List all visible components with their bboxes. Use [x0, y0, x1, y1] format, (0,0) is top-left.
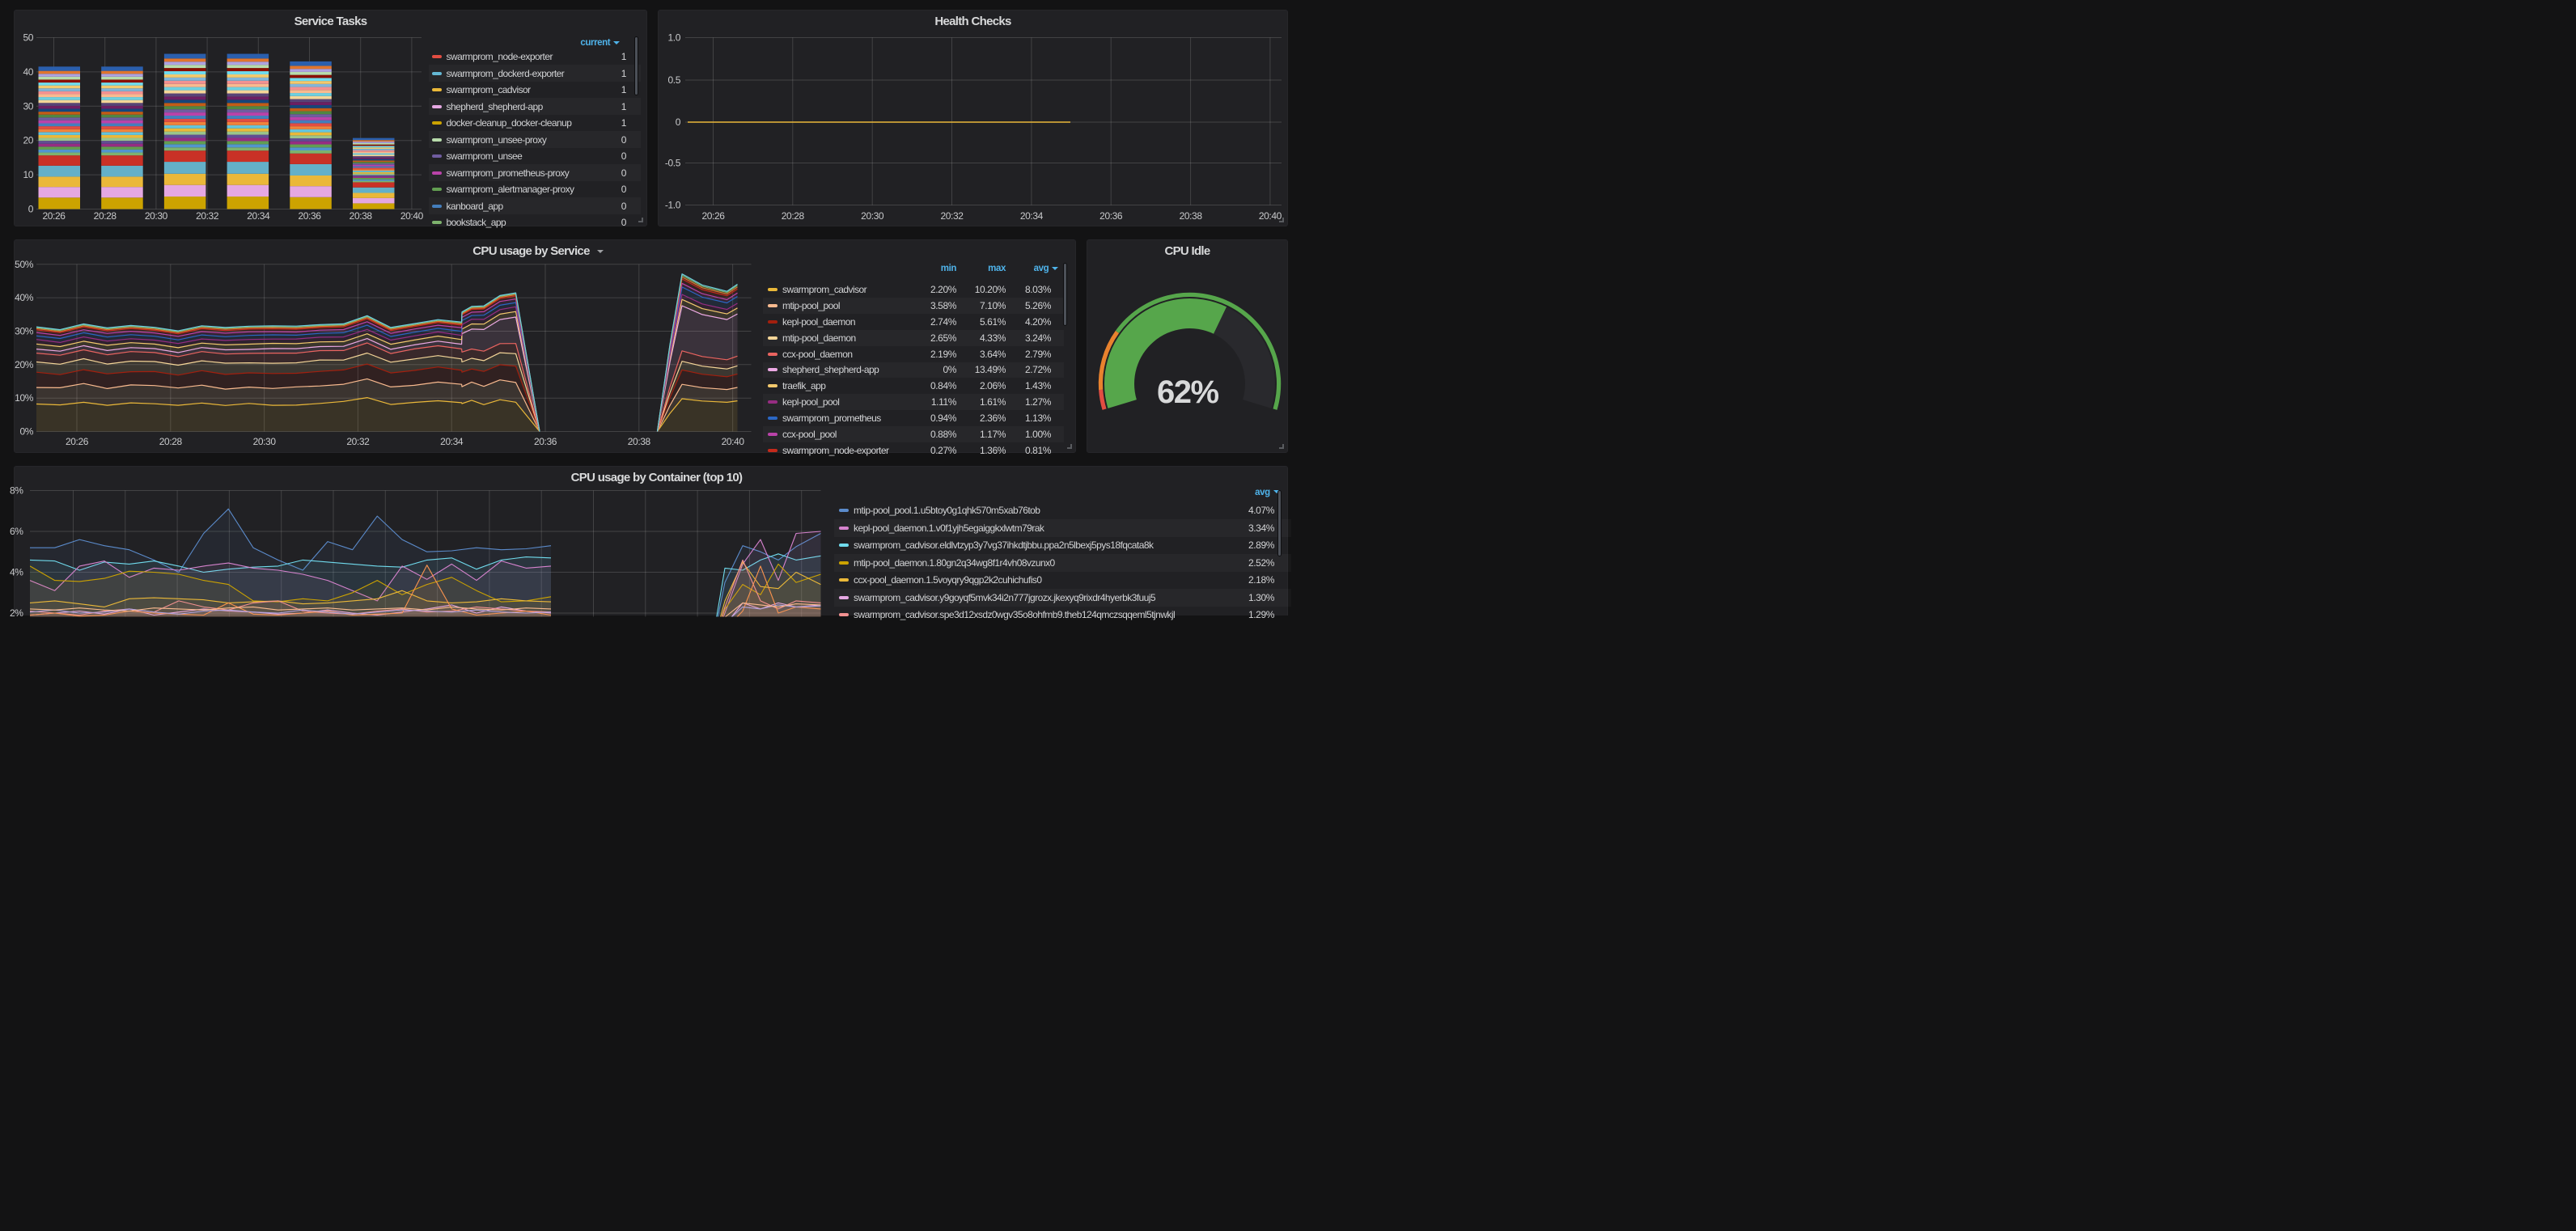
- svg-text:0%: 0%: [19, 425, 33, 437]
- svg-text:40%: 40%: [15, 292, 34, 303]
- svg-text:10: 10: [23, 169, 33, 180]
- svg-text:20:36: 20:36: [1099, 210, 1123, 222]
- svg-text:4%: 4%: [10, 566, 23, 577]
- svg-text:20:40: 20:40: [722, 436, 745, 447]
- svg-text:30%: 30%: [15, 325, 34, 336]
- svg-text:50%: 50%: [15, 258, 34, 269]
- svg-text:50: 50: [23, 32, 33, 44]
- svg-text:20:26: 20:26: [42, 210, 66, 222]
- svg-text:0: 0: [28, 204, 34, 215]
- svg-text:20:26: 20:26: [701, 210, 725, 222]
- svg-text:30: 30: [23, 100, 33, 112]
- svg-text:1.0: 1.0: [668, 32, 681, 44]
- svg-text:20:40: 20:40: [1259, 210, 1282, 222]
- svg-text:0.5: 0.5: [668, 74, 681, 86]
- svg-text:20:34: 20:34: [247, 210, 270, 222]
- svg-text:20:30: 20:30: [253, 436, 277, 447]
- svg-text:6%: 6%: [10, 526, 23, 537]
- svg-text:10%: 10%: [15, 392, 34, 404]
- svg-text:20:34: 20:34: [440, 436, 464, 447]
- svg-text:-1.0: -1.0: [665, 200, 681, 211]
- svg-text:20:28: 20:28: [159, 436, 183, 447]
- svg-text:0: 0: [676, 116, 681, 128]
- svg-text:2%: 2%: [10, 607, 23, 619]
- svg-text:20%: 20%: [15, 358, 34, 370]
- svg-text:20:36: 20:36: [298, 210, 321, 222]
- svg-text:20:32: 20:32: [196, 210, 219, 222]
- svg-text:20:34: 20:34: [1020, 210, 1044, 222]
- svg-text:20:32: 20:32: [940, 210, 964, 222]
- svg-text:20:30: 20:30: [861, 210, 884, 222]
- svg-text:-0.5: -0.5: [665, 158, 681, 169]
- svg-text:20:30: 20:30: [145, 210, 168, 222]
- svg-text:20:38: 20:38: [1180, 210, 1203, 222]
- svg-text:8%: 8%: [10, 484, 23, 496]
- svg-text:20:40: 20:40: [400, 210, 424, 222]
- svg-text:20:36: 20:36: [534, 436, 557, 447]
- svg-text:20:28: 20:28: [782, 210, 805, 222]
- svg-text:20:26: 20:26: [66, 436, 89, 447]
- svg-text:20:38: 20:38: [628, 436, 651, 447]
- svg-text:20:38: 20:38: [350, 210, 373, 222]
- svg-text:40: 40: [23, 66, 33, 78]
- svg-text:20: 20: [23, 135, 33, 146]
- svg-text:20:32: 20:32: [346, 436, 370, 447]
- svg-text:20:28: 20:28: [94, 210, 117, 222]
